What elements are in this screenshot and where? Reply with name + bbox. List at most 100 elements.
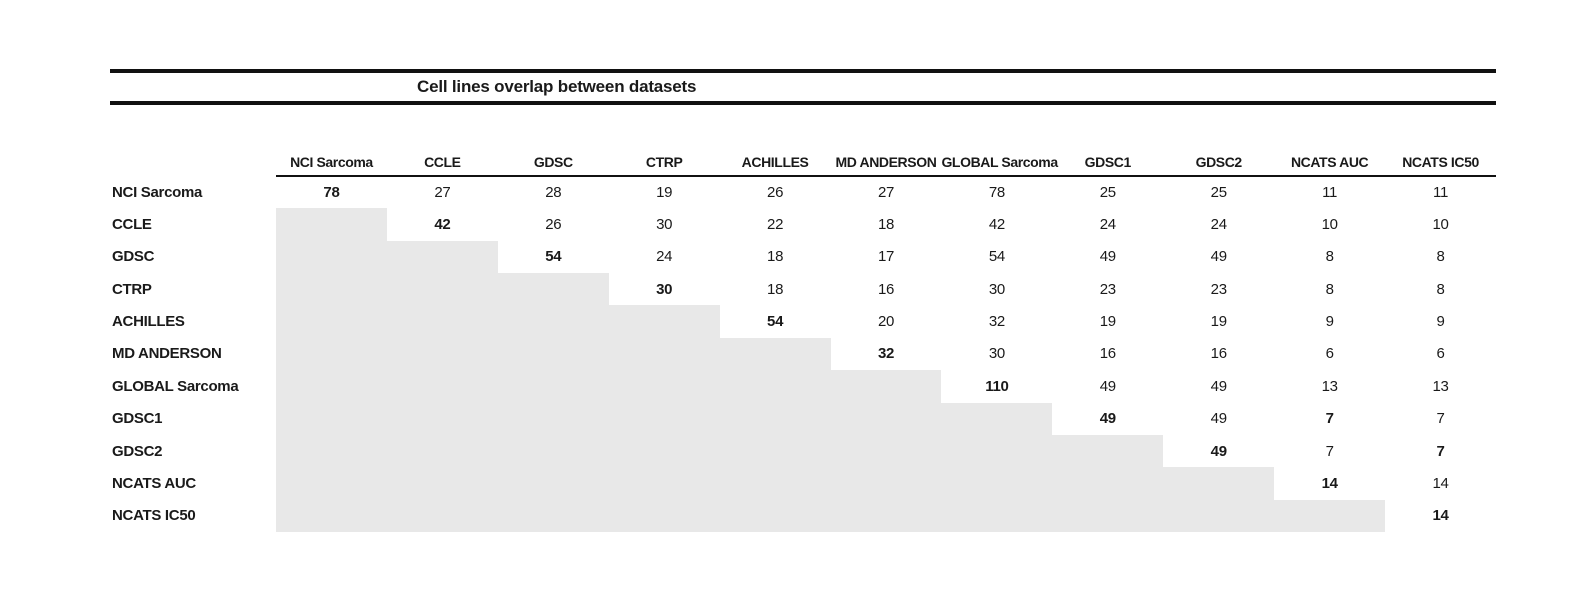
shaded-cell <box>830 499 942 532</box>
overlap-value-cell: 24 <box>656 248 673 266</box>
overlap-value-cell: 78 <box>323 184 340 202</box>
table-row: GDSC2 49 7 7 <box>110 434 1496 468</box>
shaded-cell <box>1163 499 1275 532</box>
overlap-value-cell: 16 <box>1210 345 1227 363</box>
row-label: CTRP <box>112 280 152 298</box>
overlap-value-cell: 49 <box>1099 248 1116 266</box>
shaded-cell <box>276 240 387 274</box>
overlap-value-cell: 110 <box>985 377 1009 395</box>
overlap-value-cell: 7 <box>1436 410 1445 428</box>
column-header: NCI Sarcoma <box>276 105 387 177</box>
overlap-value-cell: 49 <box>1210 377 1227 395</box>
shaded-cell <box>1274 499 1386 532</box>
shaded-cell <box>497 273 609 306</box>
overlap-value-cell: 32 <box>988 313 1005 331</box>
overlap-value-cell: 6 <box>1436 345 1445 363</box>
overlap-value-cell: 19 <box>656 184 673 202</box>
shaded-cell <box>386 434 498 468</box>
row-label: CCLE <box>112 216 152 234</box>
shaded-cell <box>941 467 1053 500</box>
overlap-value-cell: 54 <box>767 313 784 331</box>
shaded-cell <box>276 434 387 468</box>
shaded-cell <box>1052 499 1164 532</box>
row-label: GLOBAL Sarcoma <box>112 377 239 395</box>
corner-cell <box>110 105 276 176</box>
shaded-cell <box>608 467 720 500</box>
overlap-value-cell: 23 <box>1210 280 1227 298</box>
row-label: NCI Sarcoma <box>112 183 203 201</box>
overlap-value-cell: 30 <box>656 216 673 234</box>
shaded-cell <box>719 337 831 371</box>
overlap-value-cell: 30 <box>656 280 673 298</box>
overlap-value-cell: 8 <box>1325 280 1334 298</box>
shaded-cell <box>830 467 942 500</box>
shaded-cell <box>386 499 498 532</box>
table-row: GLOBAL Sarcoma 110 49 49 13 13 <box>110 370 1496 403</box>
row-label: ACHILLES <box>112 313 185 331</box>
overlap-value-cell: 18 <box>767 248 784 266</box>
column-header: NCATS IC50 <box>1385 105 1496 177</box>
table-row: CTRP 30 18 16 30 23 23 8 8 <box>110 273 1496 306</box>
shaded-cell <box>608 370 720 403</box>
overlap-value-cell: 13 <box>1432 377 1449 395</box>
shaded-cell <box>941 499 1053 532</box>
shaded-cell <box>497 337 609 371</box>
overlap-value-cell: 8 <box>1436 248 1445 266</box>
shaded-cell <box>497 434 609 468</box>
overlap-value-cell: 19 <box>1210 313 1227 331</box>
overlap-value-cell: 9 <box>1436 313 1445 331</box>
shaded-cell <box>1052 434 1164 468</box>
column-header: GDSC <box>497 105 609 177</box>
table-title-band: Cell lines overlap between datasets <box>110 69 1496 105</box>
table-row: CCLE 42 26 30 22 18 42 24 24 10 10 <box>110 208 1496 241</box>
shaded-cell <box>497 499 609 532</box>
shaded-cell <box>386 240 498 274</box>
shaded-cell <box>497 370 609 403</box>
overlap-value-cell: 14 <box>1432 507 1449 525</box>
shaded-cell <box>386 305 498 338</box>
column-header: CTRP <box>608 105 720 177</box>
row-label: MD ANDERSON <box>112 345 222 363</box>
overlap-value-cell: 11 <box>1322 184 1338 202</box>
overlap-value-cell: 19 <box>1099 313 1116 331</box>
table-row: GDSC 54 24 18 17 54 49 49 8 8 <box>110 240 1496 274</box>
overlap-value-cell: 24 <box>1099 216 1116 234</box>
shaded-cell <box>497 467 609 500</box>
overlap-matrix-table: NCI Sarcoma CCLE GDSC CTRP ACHILLES MD ANDERS… <box>110 105 1496 532</box>
column-header: MD ANDERSON <box>830 105 942 177</box>
shaded-cell <box>276 273 387 306</box>
overlap-value-cell: 24 <box>1210 216 1227 234</box>
shaded-cell <box>941 434 1053 468</box>
overlap-value-cell: 26 <box>767 184 784 202</box>
overlap-value-cell: 18 <box>877 216 895 234</box>
table-row: NCATS IC50 14 <box>110 499 1496 532</box>
shaded-cell <box>608 434 720 468</box>
row-label: NCATS AUC <box>112 474 196 492</box>
shaded-cell <box>497 305 609 338</box>
shaded-cell <box>830 434 942 468</box>
overlap-value-cell: 42 <box>988 216 1005 234</box>
row-label: GDSC2 <box>112 442 163 460</box>
overlap-value-cell: 27 <box>877 184 895 202</box>
matrix-body: NCI Sarcoma 78 27 28 19 26 27 78 25 25 11 11 CCLE 42 2… <box>110 176 1496 532</box>
overlap-value-cell: 7 <box>1325 410 1334 428</box>
overlap-value-cell: 9 <box>1325 313 1334 331</box>
column-header: GLOBAL Sarcoma <box>941 105 1058 177</box>
overlap-value-cell: 7 <box>1436 442 1445 460</box>
shaded-cell <box>719 402 831 435</box>
shaded-cell <box>830 370 942 403</box>
shaded-cell <box>497 402 609 435</box>
shaded-cell <box>941 402 1053 435</box>
overlap-value-cell: 30 <box>988 345 1005 363</box>
shaded-cell <box>276 499 387 532</box>
overlap-value-cell: 8 <box>1436 280 1445 298</box>
overlap-value-cell: 6 <box>1325 345 1334 363</box>
shaded-cell <box>276 337 387 371</box>
table-row: GDSC1 49 49 7 7 <box>110 402 1496 435</box>
overlap-value-cell: 10 <box>1432 216 1449 234</box>
shaded-cell <box>608 337 720 371</box>
overlap-value-cell: 16 <box>1099 345 1116 363</box>
overlap-value-cell: 18 <box>767 280 784 298</box>
row-label: GDSC <box>112 248 155 266</box>
